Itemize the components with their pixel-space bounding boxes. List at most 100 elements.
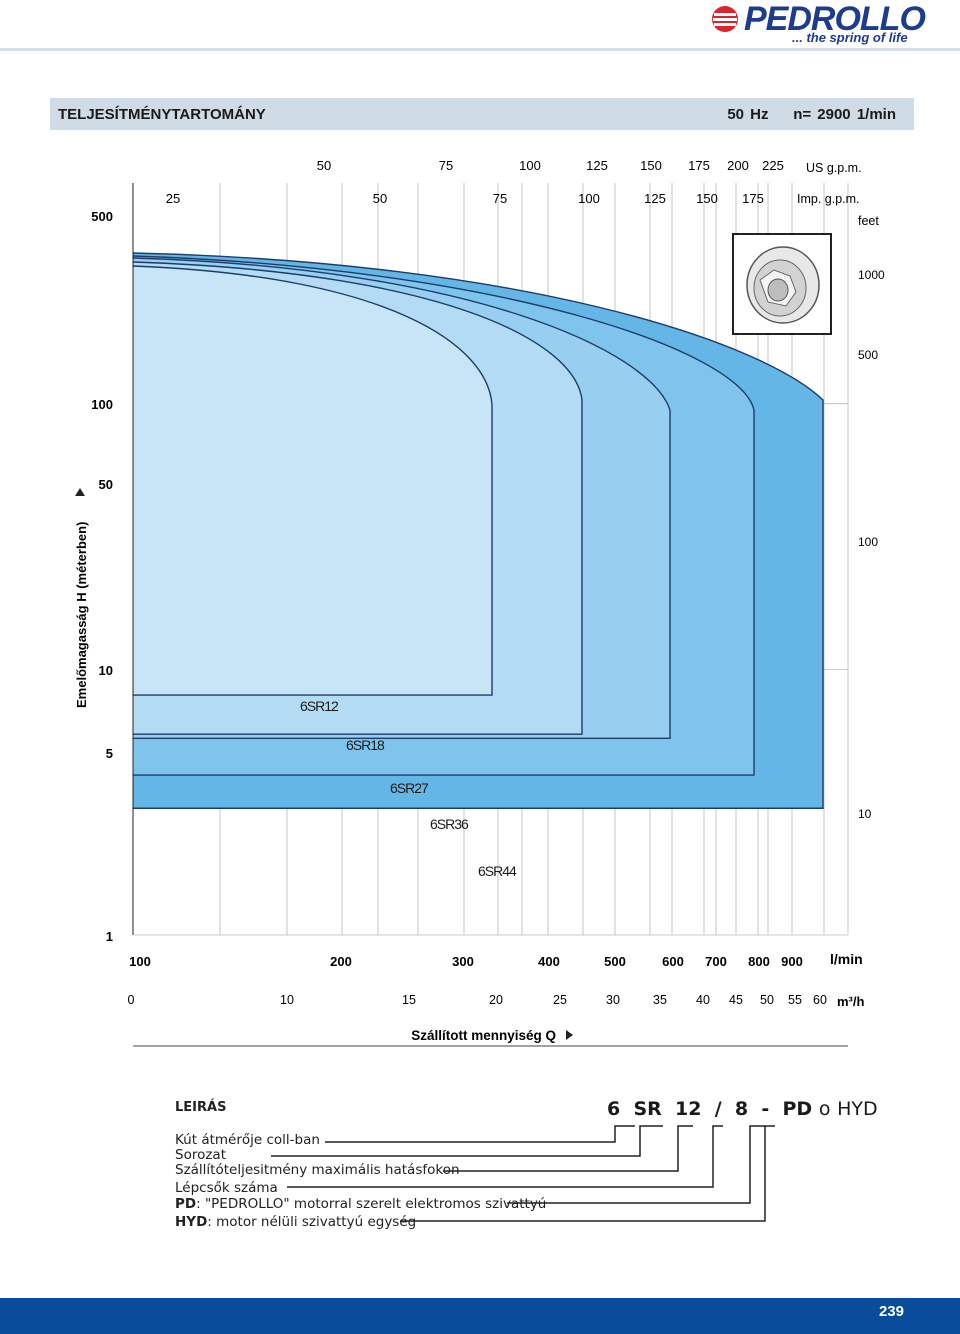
y-tick-feet: 500 xyxy=(858,348,878,362)
connector-flow xyxy=(443,1125,693,1172)
speed-info: 50 Hz n= 2900 1/min xyxy=(727,106,896,123)
code-pd: PD xyxy=(782,1098,813,1120)
x-tick-m3h: 55 xyxy=(788,993,802,1007)
x-tick-imp: 175 xyxy=(742,191,764,206)
page-title: TELJESÍTMÉNYTARTOMÁNY xyxy=(58,106,266,123)
y-axis-arrow-icon xyxy=(75,488,85,496)
x-unit-us: US g.p.m. xyxy=(806,161,862,175)
footer-bar: 239 xyxy=(0,1298,960,1334)
x-tick-m3h: 10 xyxy=(280,993,294,1007)
curve-6sr18 xyxy=(132,261,583,735)
x-tick-m3h: 35 xyxy=(653,993,667,1007)
x-tick-us: 100 xyxy=(519,158,541,173)
legend-line-diameter: Kút átmérője coll-ban xyxy=(175,1132,320,1148)
code-dash: - xyxy=(761,1098,770,1120)
x-tick-imp: 100 xyxy=(578,191,600,206)
code-or: o xyxy=(818,1098,831,1120)
curve-6sr27 xyxy=(132,257,671,740)
impeller-icon xyxy=(746,246,820,324)
x-axis-title: Szállított mennyiség Q xyxy=(411,1028,556,1043)
x-tick-lmin: 400 xyxy=(538,954,560,969)
legend-line-pd: PD: "PEDROLLO" motorral szerelt elektrom… xyxy=(175,1196,546,1212)
x-tick-us: 150 xyxy=(640,158,662,173)
x-tick-us: 225 xyxy=(762,158,784,173)
x-tick-m3h: 30 xyxy=(606,993,620,1007)
axis-labels: Emelőmagasság H (méterben) Szállított men… xyxy=(74,488,848,1047)
x-tick-m3h: 15 xyxy=(402,993,416,1007)
connector-hyd xyxy=(400,1125,775,1222)
connector-diameter xyxy=(325,1125,635,1143)
code-diameter: 6 xyxy=(607,1098,621,1120)
code-series: SR xyxy=(633,1098,662,1120)
y-tick: 50 xyxy=(99,477,113,492)
frequency-label: 50 Hz xyxy=(727,106,769,123)
brand-name: PEDROLLO xyxy=(744,0,926,38)
series-label-6sr18: 6SR18 xyxy=(346,737,385,753)
x-tick-m3h: 25 xyxy=(553,993,567,1007)
y-tick-feet: 10 xyxy=(858,807,872,821)
x-tick-lmin: 200 xyxy=(330,954,352,969)
series-label-6sr36: 6SR36 xyxy=(430,816,469,832)
x-tick-lmin: 100 xyxy=(129,954,151,969)
x-tick-us: 50 xyxy=(317,158,331,173)
right-axis-ticks: feet 1000 500 100 10 xyxy=(858,214,885,821)
connector-stages xyxy=(287,1125,723,1188)
y-axis-title: Emelőmagasság H (méterben) xyxy=(74,522,89,708)
x-tick-us: 175 xyxy=(688,158,710,173)
legend-hyd-text: : motor nélüli szivattyú egység xyxy=(207,1214,417,1230)
curve-6sr36 xyxy=(132,255,755,776)
impeller-image xyxy=(732,233,832,335)
x-tick-lmin: 300 xyxy=(452,954,474,969)
x-axis-ticks: 100 200 300 400 500 600 700 800 900 l/min 0 10 15 20 2… xyxy=(128,951,865,1009)
x-unit-imp: Imp. g.p.m. xyxy=(797,192,860,206)
legend-connectors xyxy=(271,1125,775,1222)
y-unit-feet: feet xyxy=(858,214,879,228)
model-code: 6 SR 12 / 8 - PD o HYD xyxy=(607,1098,878,1120)
curve-6sr44 xyxy=(132,252,824,809)
brand-logo: PEDROLLO ... the spring of life xyxy=(700,0,960,50)
header-rule xyxy=(0,48,960,51)
title-bar: TELJESÍTMÉNYTARTOMÁNY 50 Hz n= 2900 1/mi… xyxy=(50,98,914,130)
y-tick-feet: 1000 xyxy=(858,268,885,282)
legend-pd-key: PD xyxy=(175,1196,197,1212)
x-tick-m3h: 40 xyxy=(696,993,710,1007)
legend-line-stages: Lépcsők száma xyxy=(175,1180,278,1196)
x-tick-lmin: 900 xyxy=(781,954,803,969)
top-axis-ticks: 50 75 100 125 150 175 200 225 US g.p.m. 25 50 75 100… xyxy=(166,158,862,206)
x-tick-m3h: 50 xyxy=(760,993,774,1007)
legend-line-flow: Szállítóteljesitmény maximális hatásfoko… xyxy=(175,1162,460,1178)
x-tick-imp: 25 xyxy=(166,191,180,206)
x-tick-us: 75 xyxy=(439,158,453,173)
brand-tagline: ... the spring of life xyxy=(792,30,908,45)
x-unit-m3h: m³/h xyxy=(837,994,865,1009)
code-hyd: HYD xyxy=(837,1098,878,1120)
y-tick: 5 xyxy=(106,746,113,761)
y-tick: 500 xyxy=(91,209,113,224)
curve-6sr12 xyxy=(132,265,493,696)
series-label-6sr27: 6SR27 xyxy=(390,780,429,796)
connector-pd xyxy=(507,1125,765,1204)
x-tick-us: 125 xyxy=(586,158,608,173)
series-label-6sr12: 6SR12 xyxy=(300,698,339,714)
series-label-6sr44: 6SR44 xyxy=(478,863,517,879)
chart-frame xyxy=(132,183,849,936)
speed-label: n= 2900 1/min xyxy=(793,106,896,123)
page-number: 239 xyxy=(878,1303,904,1320)
legend-line-hyd: HYD: motor nélüli szivattyú egység xyxy=(175,1214,416,1230)
x-tick-m3h: 45 xyxy=(729,993,743,1007)
legend-pd-text: : "PEDROLLO" motorral szerelt elektromos… xyxy=(196,1196,547,1212)
model-code-legend: LEIRÁS 6 SR 12 / 8 - PD o HYD Kút átmérő… xyxy=(175,1096,895,1246)
x-tick-lmin: 500 xyxy=(604,954,626,969)
x-tick-lmin: 800 xyxy=(748,954,770,969)
y-tick-feet: 100 xyxy=(858,535,878,549)
legend-hyd-key: HYD xyxy=(175,1214,208,1230)
x-tick-imp: 150 xyxy=(696,191,718,206)
logo-mark-icon xyxy=(712,6,738,32)
y-tick: 1 xyxy=(106,929,113,944)
x-unit-lmin: l/min xyxy=(830,951,863,967)
x-tick-m3h: 20 xyxy=(489,993,503,1007)
y-tick: 100 xyxy=(91,397,113,412)
x-tick-lmin: 700 xyxy=(705,954,727,969)
x-tick-us: 200 xyxy=(727,158,749,173)
